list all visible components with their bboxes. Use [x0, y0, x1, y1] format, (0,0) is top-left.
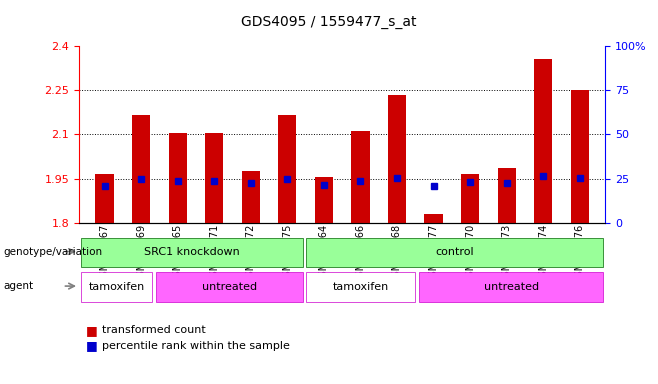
FancyBboxPatch shape: [81, 272, 152, 302]
FancyBboxPatch shape: [156, 272, 303, 302]
FancyBboxPatch shape: [419, 272, 603, 302]
Text: GDS4095 / 1559477_s_at: GDS4095 / 1559477_s_at: [241, 15, 417, 29]
FancyBboxPatch shape: [307, 238, 603, 267]
Text: transformed count: transformed count: [102, 325, 206, 335]
Bar: [278, 115, 297, 223]
Text: untreated: untreated: [202, 282, 257, 292]
Text: tamoxifen: tamoxifen: [88, 282, 145, 292]
Bar: [461, 174, 479, 223]
Text: ■: ■: [86, 324, 97, 337]
Text: percentile rank within the sample: percentile rank within the sample: [102, 341, 290, 351]
FancyBboxPatch shape: [81, 238, 303, 267]
Bar: [241, 171, 260, 223]
Text: SRC1 knockdown: SRC1 knockdown: [144, 247, 240, 258]
FancyBboxPatch shape: [307, 272, 415, 302]
Text: agent: agent: [3, 281, 34, 291]
Text: tamoxifen: tamoxifen: [333, 282, 389, 292]
Bar: [534, 59, 552, 223]
Text: ■: ■: [86, 339, 97, 352]
Bar: [388, 94, 406, 223]
Text: control: control: [436, 247, 474, 258]
Bar: [205, 133, 223, 223]
Bar: [570, 90, 589, 223]
Bar: [132, 115, 150, 223]
Bar: [168, 133, 187, 223]
Bar: [95, 174, 114, 223]
Text: genotype/variation: genotype/variation: [3, 247, 103, 257]
Bar: [315, 177, 333, 223]
Bar: [351, 131, 370, 223]
Bar: [497, 168, 516, 223]
Bar: [424, 214, 443, 223]
Text: untreated: untreated: [484, 282, 539, 292]
